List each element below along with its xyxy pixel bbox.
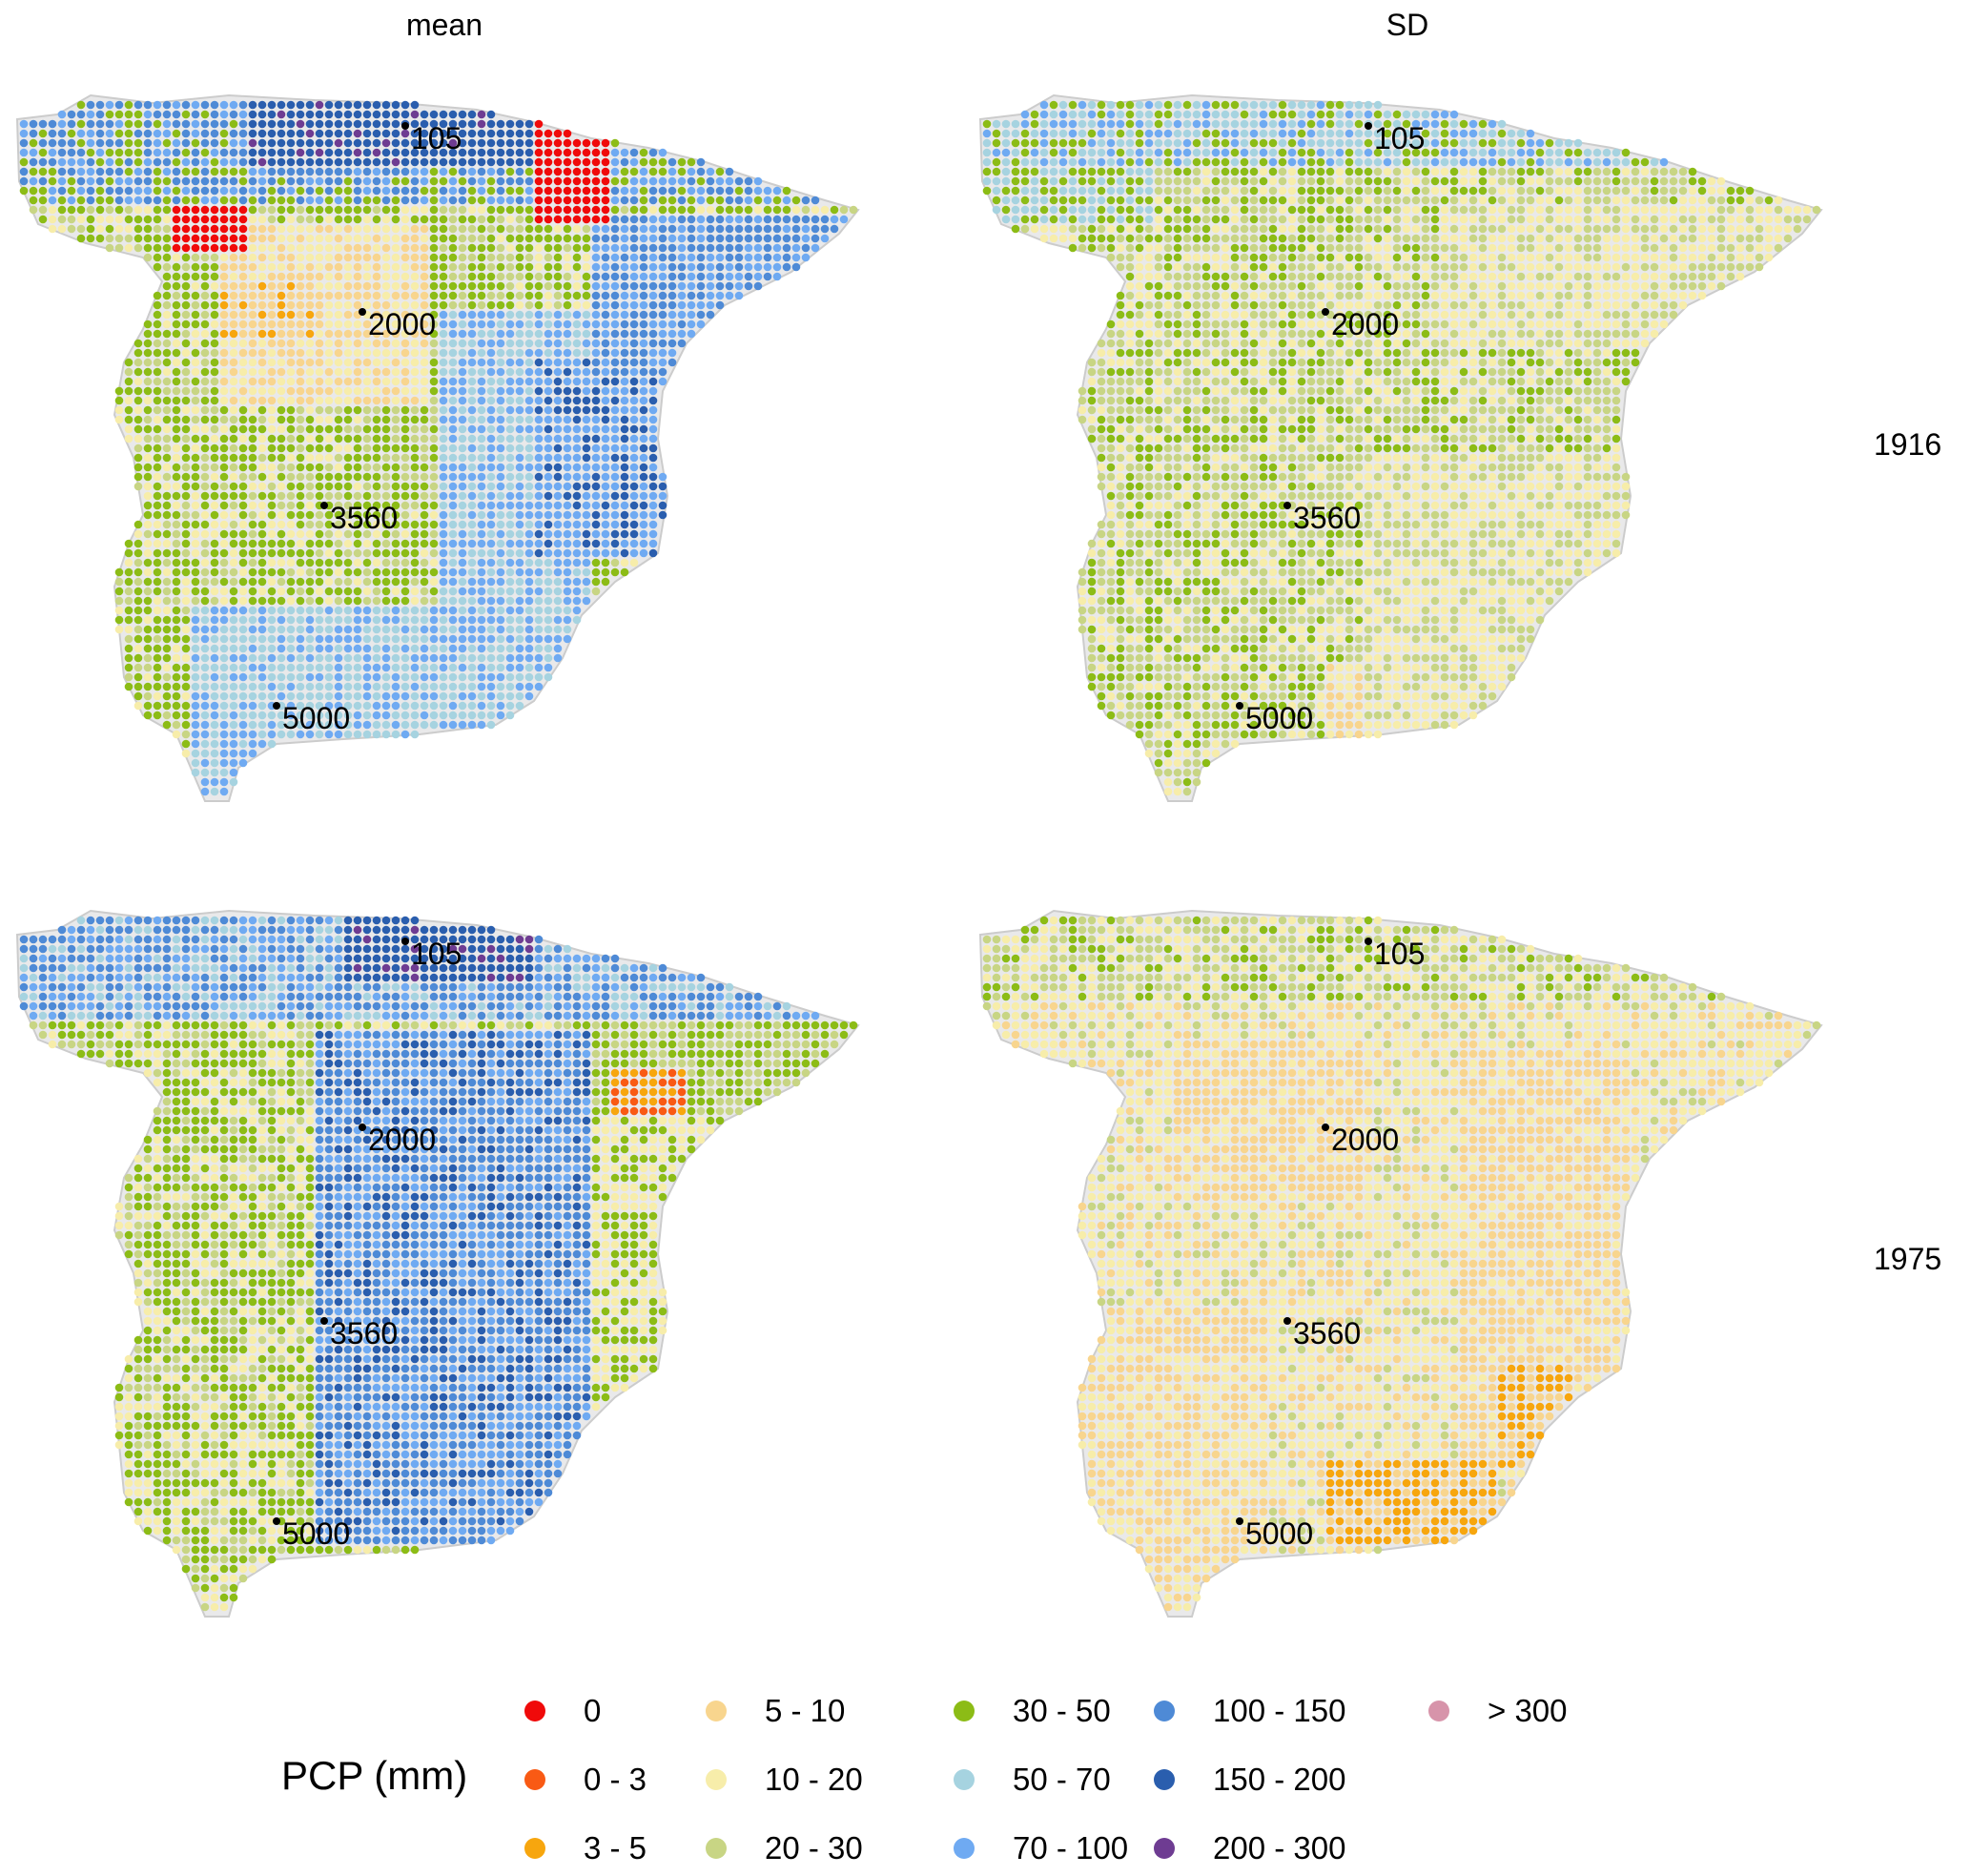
map-1975-mean: 105 2000 3560 5000 <box>15 909 860 1618</box>
station-marker <box>359 1124 366 1131</box>
station-marker <box>1236 1517 1243 1525</box>
legend-item: 30 - 50 <box>954 1692 1111 1730</box>
station-label: 2000 <box>1331 1123 1399 1157</box>
grid-points <box>982 100 1821 796</box>
station-marker <box>1236 702 1243 710</box>
map-panel-1975-mean: 105 2000 3560 5000 <box>0 882 915 1683</box>
station-marker <box>1365 938 1372 945</box>
row-label-1916: 1916 <box>1874 427 1942 462</box>
legend-swatch <box>1428 1701 1449 1721</box>
station-label: 3560 <box>330 1316 398 1350</box>
legend-swatch <box>706 1838 727 1859</box>
legend-item: 10 - 20 <box>706 1761 863 1799</box>
station-label: 105 <box>1374 937 1425 971</box>
map-1975-sd: 105 2000 3560 5000 <box>978 909 1823 1618</box>
legend-label: 10 - 20 <box>765 1762 863 1797</box>
station-label: 5000 <box>282 1516 350 1551</box>
legend-label: 3 - 5 <box>584 1830 647 1866</box>
legend-item: 150 - 200 <box>1154 1761 1345 1799</box>
legend-item: 50 - 70 <box>954 1761 1111 1799</box>
station-marker <box>320 502 328 509</box>
legend-swatch <box>954 1838 975 1859</box>
station-marker <box>1283 1317 1291 1325</box>
legend-label: 20 - 30 <box>765 1830 863 1866</box>
station-label: 5000 <box>1245 701 1313 735</box>
column-title-sd: SD <box>1386 8 1429 42</box>
legend-swatch <box>524 1769 545 1790</box>
legend-swatch <box>1154 1769 1175 1790</box>
station-label: 3560 <box>330 501 398 535</box>
grid-points <box>19 100 858 796</box>
legend-swatch <box>524 1701 545 1721</box>
legend-swatch <box>954 1701 975 1721</box>
legend-label: 50 - 70 <box>1013 1762 1111 1797</box>
legend-label: 30 - 50 <box>1013 1693 1111 1728</box>
station-marker <box>1322 308 1329 316</box>
map-panel-1916-sd: 105 2000 3560 5000 <box>963 67 1879 868</box>
legend-label: 100 - 150 <box>1213 1693 1346 1728</box>
legend-label: > 300 <box>1488 1693 1568 1728</box>
row-label-1975: 1975 <box>1874 1242 1942 1276</box>
legend-item: 0 <box>524 1692 601 1730</box>
station-marker <box>401 938 409 945</box>
legend-item: 0 - 3 <box>524 1761 647 1799</box>
legend-label: 0 <box>584 1693 602 1728</box>
station-label: 105 <box>411 937 462 971</box>
map-1916-mean: 105 2000 3560 5000 <box>15 93 860 802</box>
legend-item: 20 - 30 <box>706 1829 863 1867</box>
legend-label: 200 - 300 <box>1213 1830 1346 1866</box>
legend-label: 5 - 10 <box>765 1693 846 1728</box>
legend-swatch <box>1154 1701 1175 1721</box>
station-marker <box>401 122 409 130</box>
legend-item: 3 - 5 <box>524 1829 647 1867</box>
station-label: 3560 <box>1293 501 1361 535</box>
legend-title: PCP (mm) <box>281 1753 468 1798</box>
legend-item: 70 - 100 <box>954 1829 1128 1867</box>
station-marker <box>273 702 280 710</box>
legend-swatch <box>954 1769 975 1790</box>
legend-swatch <box>524 1838 545 1859</box>
station-label: 2000 <box>368 1123 436 1157</box>
legend-item: 200 - 300 <box>1154 1829 1345 1867</box>
station-label: 2000 <box>368 307 436 341</box>
grid-points <box>982 916 1821 1612</box>
legend-label: 150 - 200 <box>1213 1762 1346 1797</box>
station-marker <box>1365 122 1372 130</box>
station-label: 105 <box>1374 121 1425 155</box>
legend-item: 5 - 10 <box>706 1692 845 1730</box>
map-panel-1975-sd: 105 2000 3560 5000 <box>963 882 1879 1683</box>
map-panel-1916-mean: 105 2000 3560 5000 <box>0 67 915 868</box>
station-label: 3560 <box>1293 1316 1361 1350</box>
station-label: 5000 <box>1245 1516 1313 1551</box>
station-marker <box>273 1517 280 1525</box>
station-label: 105 <box>411 121 462 155</box>
legend-item: > 300 <box>1428 1692 1568 1730</box>
station-marker <box>320 1317 328 1325</box>
legend-swatch <box>1154 1838 1175 1859</box>
legend-item: 100 - 150 <box>1154 1692 1345 1730</box>
column-title-mean: mean <box>405 8 483 42</box>
station-label: 5000 <box>282 701 350 735</box>
legend-label: 70 - 100 <box>1013 1830 1129 1866</box>
grid-points <box>19 916 858 1612</box>
legend-swatch <box>706 1701 727 1721</box>
station-marker <box>359 308 366 316</box>
station-marker <box>1283 502 1291 509</box>
legend-swatch <box>706 1769 727 1790</box>
legend-label: 0 - 3 <box>584 1762 647 1797</box>
station-marker <box>1322 1124 1329 1131</box>
station-label: 2000 <box>1331 307 1399 341</box>
map-1916-sd: 105 2000 3560 5000 <box>978 93 1823 802</box>
